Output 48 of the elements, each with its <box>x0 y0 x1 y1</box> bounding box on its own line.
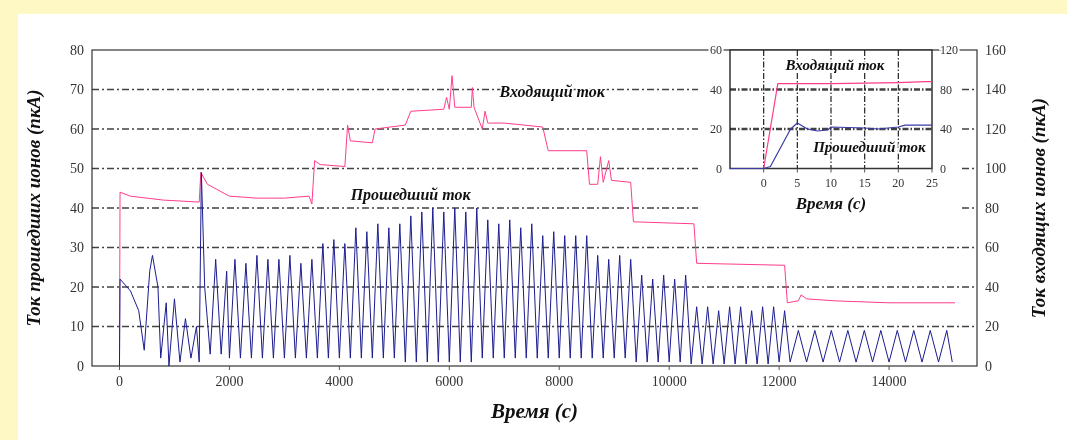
y-tick-label: 80 <box>70 42 84 58</box>
x-tick-label: 15 <box>858 175 871 190</box>
y2-tick-label: 0 <box>940 161 946 176</box>
x-tick-label: 0 <box>115 374 123 389</box>
y2-axis-title: Ток входящих ионов (пкА) <box>1028 97 1050 319</box>
x-tick-label: 2000 <box>215 374 244 389</box>
y-tick-label: 50 <box>70 161 84 177</box>
x-axis-title: Время (с) <box>794 193 867 213</box>
y2-tick-label: 0 <box>985 358 992 374</box>
y-tick-label: 30 <box>70 240 84 256</box>
y2-tick-label: 40 <box>985 279 999 295</box>
y-tick-label: 0 <box>77 358 84 374</box>
x-tick-label: 0 <box>760 175 767 190</box>
y-tick-label: 10 <box>70 319 84 335</box>
line-series <box>118 171 953 367</box>
y2-tick-label: 120 <box>985 121 1006 137</box>
y2-tick-label: 140 <box>985 82 1006 98</box>
x-tick-label: 10000 <box>651 374 687 389</box>
x-tick-label: 14000 <box>871 374 907 389</box>
y2-tick-label: 100 <box>985 161 1006 177</box>
y-tick-label: 70 <box>70 82 84 98</box>
y-tick-label: 20 <box>710 122 722 137</box>
y2-tick-label: 80 <box>985 200 999 216</box>
x-tick-label: 12000 <box>761 374 797 389</box>
y2-tick-label: 40 <box>940 122 952 137</box>
x-tick-label: 5 <box>794 175 801 190</box>
line-series <box>729 122 933 170</box>
y-tick-label: 40 <box>710 82 722 97</box>
y2-tick-label: 60 <box>985 240 999 256</box>
series-label: Входящий ток <box>784 57 885 74</box>
y-tick-label: 60 <box>70 121 84 137</box>
series-label: Прошедший ток <box>812 138 926 155</box>
y2-tick-label: 80 <box>940 82 952 97</box>
y2-tick-label: 20 <box>985 319 999 335</box>
y2-tick-label: 160 <box>985 42 1006 58</box>
y-axis-title: Ток прошедших ионов (пкА) <box>23 89 45 327</box>
y-tick-label: 0 <box>716 161 722 176</box>
y-tick-label: 40 <box>70 200 84 216</box>
x-axis-title: Время (с) <box>489 399 579 423</box>
x-tick-label: 25 <box>926 175 938 190</box>
y-tick-label: 20 <box>70 279 84 295</box>
x-tick-label: 8000 <box>545 374 574 389</box>
x-tick-label: 20 <box>892 175 905 190</box>
series-label: Входящий ток <box>498 83 606 102</box>
x-tick-label: 4000 <box>325 374 354 389</box>
x-tick-label: 6000 <box>435 374 464 389</box>
series-label: Прошедший ток <box>349 186 472 205</box>
x-tick-label: 10 <box>825 175 837 190</box>
